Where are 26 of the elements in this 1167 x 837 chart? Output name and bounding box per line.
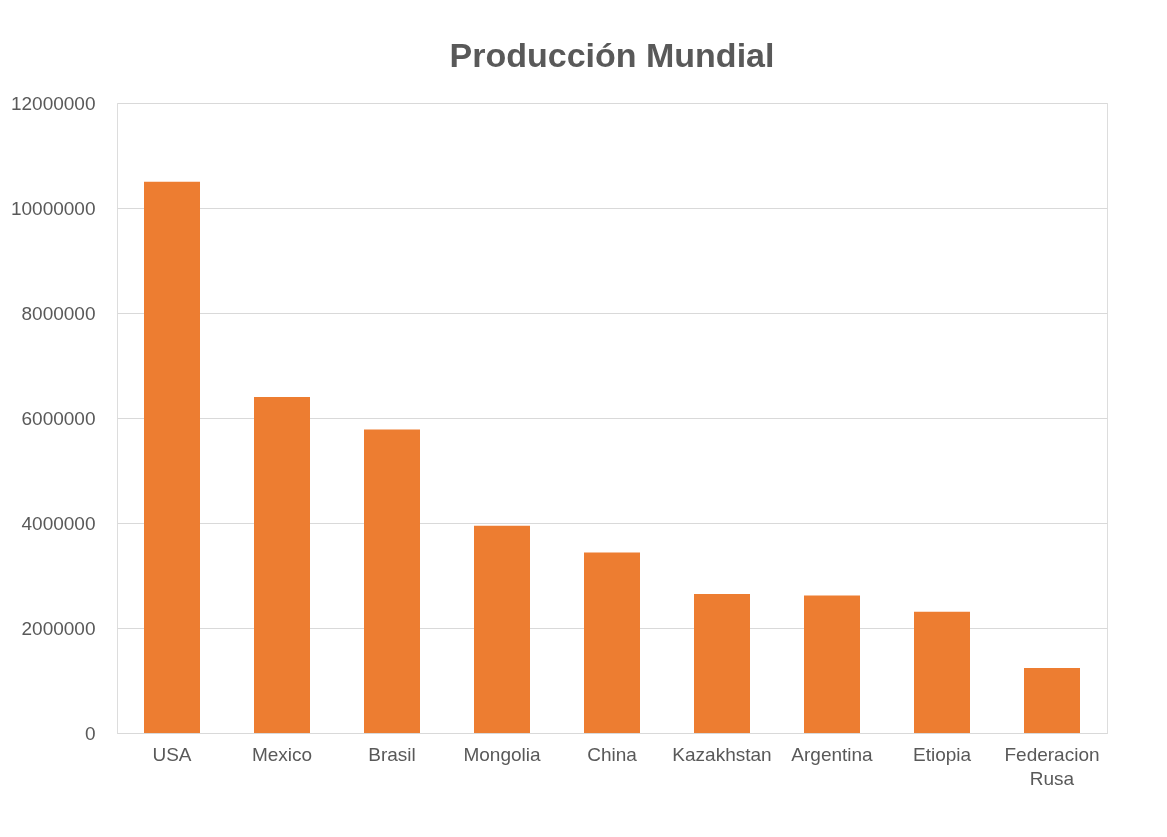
bar [254,397,310,733]
x-tick-label: Mexico [251,743,313,765]
y-tick-label: 4000000 [21,512,96,534]
x-tick-label: Federacion Rusa [1004,743,1100,789]
y-tick-label: 2000000 [21,617,96,639]
bar [914,611,970,733]
y-tick-label: 10000000 [10,197,96,219]
bar [1024,667,1080,733]
bar [144,181,200,733]
y-tick-label: 12000000 [10,92,96,114]
x-tick-label: USA [152,743,192,765]
x-tick-label: Mongolia [463,743,541,765]
x-tick-label: Brasil [368,743,416,765]
bar [584,552,640,733]
y-tick-label: 0 [84,722,96,744]
x-tick-label: Kazakhstan [672,743,772,765]
bar [364,429,420,733]
y-tick-label: 6000000 [21,407,96,429]
x-tick-label: Argentina [791,743,874,765]
y-tick-label: 8000000 [21,302,96,324]
bar [474,525,530,733]
bar [694,593,750,733]
chart-title: Producción Mundial [449,36,775,74]
x-tick-label: China [587,743,638,765]
x-tick-label: Etiopia [912,743,972,765]
bar [804,595,860,733]
